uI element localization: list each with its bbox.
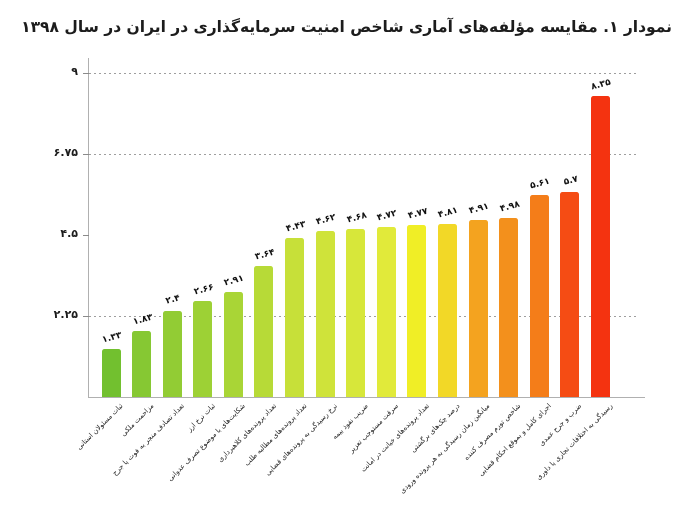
bar [376,227,396,397]
bar-value-label: ۳.۶۴ [254,247,276,263]
x-axis-label: ثبات نرخ ارز [185,402,217,434]
bar-value-label: ۲.۶۶ [192,282,215,298]
bar-value-label: ۴.۶۸ [345,210,368,225]
y-axis-tick-mark [83,235,89,236]
y-axis-tick-mark [83,316,89,317]
bar-value-label: ۴.۸۱ [437,205,460,221]
bar-value-label: ۴.۶۲ [315,212,338,228]
bar [499,217,519,397]
bar [254,265,274,397]
bar-value-label: ۲.۴ [164,292,182,307]
bar [132,331,152,397]
x-axis-line [88,397,645,398]
y-axis-tick-label: ۲.۲۵ [53,308,78,321]
bar [407,225,427,397]
y-axis-tick-label: ۴.۵ [60,227,78,240]
bar [101,349,121,397]
bar [346,228,366,397]
x-axis-label: تعداد پرونده‌های مطالبه طلب [242,402,309,468]
bar-value-label: ۵.۷ [562,174,580,188]
gridline [89,154,638,155]
bar-value-label: ۱.۳۳ [101,330,123,346]
bar [162,310,182,397]
bar-value-label: ۱.۸۳ [131,312,154,328]
bar [315,230,335,397]
x-axis-label: ثبات مسئولان استانی [75,402,125,452]
bar [468,220,488,397]
chart-title: نمودار ۱. مقایسه مؤلفه‌های آماری شاخص ام… [21,18,672,36]
y-axis-tick-label: ۶.۷۵ [53,146,78,159]
y-axis-tick-mark [83,154,89,155]
bar [529,195,549,397]
bar [437,223,457,397]
bar [590,96,610,397]
y-axis-line [88,58,89,398]
bar [285,237,305,397]
x-axis-label: شاخص تورم مصرف کننده [462,402,523,462]
bar-value-label: ۴.۹۸ [498,199,521,215]
bar-value-label: ۴.۴۳ [284,219,307,234]
bar-value-label: ۴.۷۲ [376,208,399,224]
bar-value-label: ۴.۷۷ [406,206,429,222]
y-axis-tick-label: ۹ [71,65,78,78]
bar-value-label: ۸.۳۵ [590,77,613,93]
bar [560,191,580,397]
bar [223,292,243,397]
bar-value-label: ۲.۹۱ [223,273,246,289]
bar-value-label: ۵.۶۱ [529,176,552,192]
bar [193,301,213,397]
y-axis-tick-mark [83,73,89,74]
bar-value-label: ۴.۹۱ [468,201,490,217]
x-axis-label: تعداد پرونده‌های کلاهبرداری [215,402,278,464]
gridline [89,73,638,74]
